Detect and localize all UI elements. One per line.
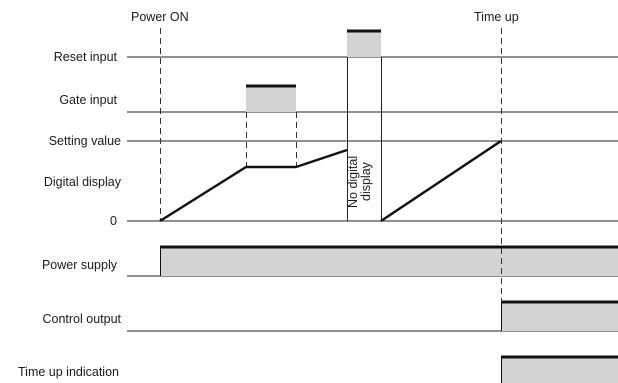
digital-display-trace-first	[159, 148, 348, 223]
time-up-indication-label: Time up indication	[18, 365, 119, 379]
gate-input-label: Gate input	[59, 93, 117, 107]
time-up-label: Time up	[474, 10, 519, 24]
setting-value-label: Setting value	[49, 134, 121, 148]
power-supply-signal	[160, 247, 618, 276]
annotation-line-2: display	[359, 161, 373, 201]
digital-display-label: Digital display	[44, 175, 122, 189]
control-output-signal	[501, 302, 618, 331]
digital-display-trace-second	[380, 139, 502, 223]
no-digital-display-annotation: No digital display	[346, 156, 373, 208]
zero-label: 0	[110, 214, 117, 228]
power-on-label: Power ON	[131, 10, 189, 24]
control-output-label: Control output	[42, 312, 121, 326]
time-up-indication-signal	[501, 357, 618, 383]
reset-input-pulse	[347, 31, 381, 57]
reset-input-label: Reset input	[54, 50, 118, 64]
power-supply-label: Power supply	[42, 258, 118, 272]
gate-input-pulse	[246, 86, 296, 112]
annotation-line-1: No digital	[346, 156, 360, 208]
